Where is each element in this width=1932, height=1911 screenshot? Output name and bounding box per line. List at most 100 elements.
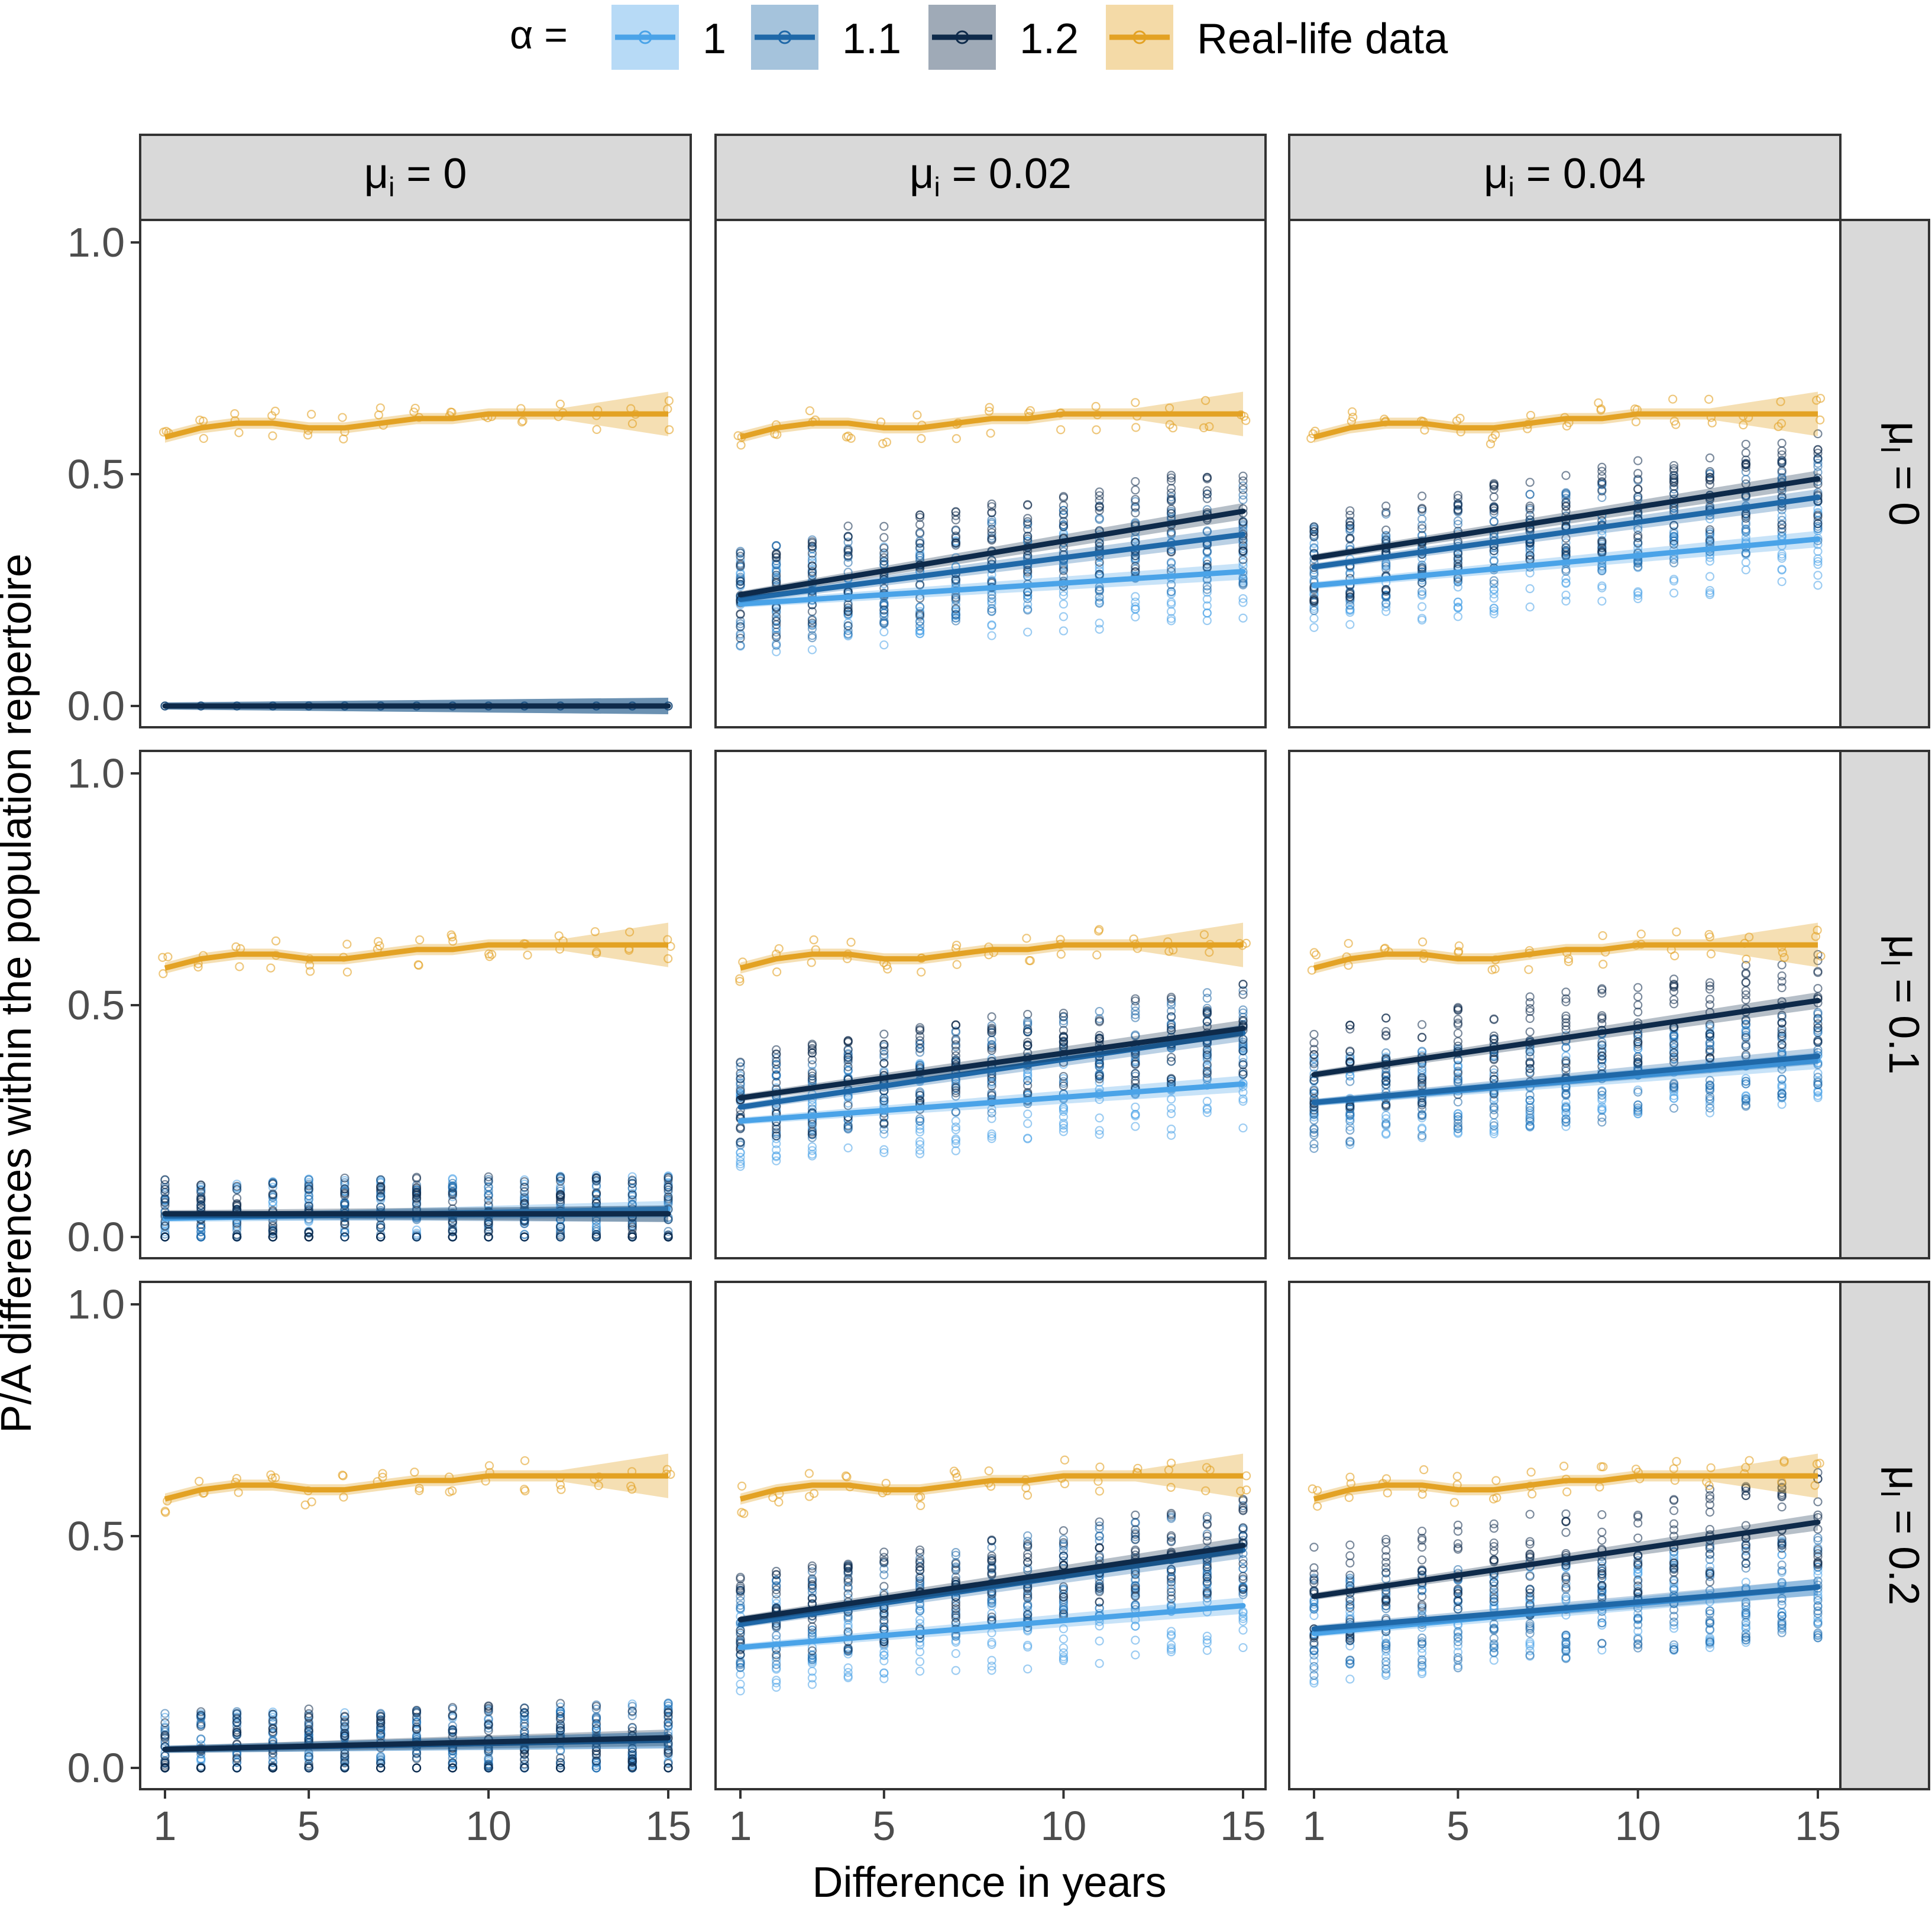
simulation-point: [1095, 491, 1104, 500]
real-life-point: [517, 417, 527, 427]
simulation-point: [772, 620, 781, 630]
legend-item: Real-life data: [1106, 5, 1448, 70]
simulation-point: [915, 579, 925, 590]
simulation-point: [1813, 522, 1823, 531]
simulation-point: [1345, 588, 1355, 598]
facet-panel: [139, 219, 692, 728]
simulation-point: [1741, 548, 1750, 558]
trend-line: [737, 569, 1246, 607]
simulation-point: [1131, 477, 1140, 487]
simulation-point: [1202, 489, 1212, 498]
simulation-point: [1166, 473, 1176, 482]
real-life-point: [985, 403, 994, 412]
simulation-point: [843, 545, 853, 555]
simulation-point: [1166, 563, 1176, 573]
simulation-point: [807, 571, 817, 581]
simulation-point: [807, 561, 817, 571]
real-life-point: [592, 425, 601, 434]
simulation-point: [1777, 577, 1787, 587]
simulation-point: [1669, 539, 1679, 549]
simulation-point: [843, 558, 853, 567]
simulation-point: [1561, 596, 1571, 606]
simulation-point: [1166, 509, 1176, 519]
simulation-point: [879, 548, 889, 558]
simulation-point: [1489, 579, 1499, 588]
simulation-point: [1453, 500, 1463, 509]
simulation-point: [807, 566, 817, 576]
real-life-point: [664, 396, 674, 406]
simulation-point: [772, 647, 781, 656]
simulation-point: [1525, 550, 1535, 560]
simulation-point: [1238, 541, 1248, 550]
simulation-point: [1669, 503, 1679, 513]
simulation-point: [1095, 618, 1104, 628]
legend-item: 1: [611, 5, 726, 70]
simulation-point: [1095, 624, 1104, 634]
simulation-point: [1059, 612, 1069, 621]
simulation-point: [1023, 627, 1033, 637]
facet-panel: [139, 1281, 692, 1790]
simulation-point: [951, 607, 960, 617]
simulation-point: [1166, 589, 1176, 599]
simulation-point: [1059, 506, 1069, 515]
simulation-point: [1166, 527, 1176, 537]
legend-item: 1.2: [928, 5, 1079, 70]
simulation-point: [879, 543, 889, 553]
real-life-point: [952, 434, 961, 443]
simulation-point: [1813, 581, 1823, 590]
simulation-point: [1309, 543, 1319, 552]
simulation-point: [1059, 626, 1069, 636]
simulation-point: [1202, 505, 1212, 514]
simulation-point: [1309, 527, 1319, 536]
panel-background: [140, 220, 691, 727]
simulation-point: [1777, 505, 1787, 515]
simulation-point: [1023, 534, 1033, 543]
simulation-point: [915, 626, 925, 636]
simulation-point: [1453, 494, 1463, 503]
simulation-point: [1166, 558, 1176, 567]
facet-panel: [1288, 1281, 1842, 1790]
simulation-point: [1705, 590, 1715, 600]
simulation-point: [1741, 527, 1750, 536]
real-life-point: [409, 407, 419, 417]
simulation-point: [1669, 521, 1679, 530]
simulation-point: [987, 556, 996, 565]
simulation-point: [1309, 623, 1319, 632]
simulation-point: [1238, 594, 1248, 604]
simulation-point: [1023, 550, 1033, 560]
simulation-point: [1561, 497, 1571, 507]
simulation-point: [1202, 559, 1212, 569]
simulation-point: [951, 613, 960, 623]
real-life-point: [842, 432, 852, 442]
legend-key-point: [955, 30, 969, 44]
simulation-point: [879, 553, 889, 562]
row-strip-label: μI = 0.1: [1875, 935, 1927, 1074]
simulation-point: [1381, 603, 1391, 612]
simulation-point: [1202, 581, 1212, 591]
legend-label: Real-life data: [1197, 15, 1448, 63]
real-life-point: [985, 406, 994, 416]
simulation-point: [1381, 501, 1391, 511]
simulation-point: [1669, 477, 1679, 487]
simulation-point: [1597, 462, 1607, 472]
simulation-point: [1345, 595, 1355, 605]
simulation-point: [1238, 613, 1248, 623]
simulation-point: [807, 631, 817, 640]
simulation-point: [1381, 562, 1391, 571]
simulation-point: [1417, 602, 1427, 611]
real-life-point: [1241, 416, 1251, 425]
real-life-point: [1091, 401, 1101, 411]
simulation-point: [1059, 600, 1069, 609]
panel-background: [716, 220, 1266, 727]
legend-label: 1.1: [842, 15, 901, 63]
simulation-point: [1705, 553, 1715, 562]
simulation-point: [1309, 532, 1319, 541]
simulation-point: [1095, 503, 1104, 512]
simulation-point: [1023, 532, 1033, 541]
simulation-point: [1238, 558, 1248, 568]
real-life-point: [518, 416, 528, 426]
simulation-point: [1597, 467, 1607, 476]
real-life-point: [306, 410, 316, 419]
simulation-point: [1095, 487, 1104, 497]
simulation-point: [1813, 571, 1823, 580]
